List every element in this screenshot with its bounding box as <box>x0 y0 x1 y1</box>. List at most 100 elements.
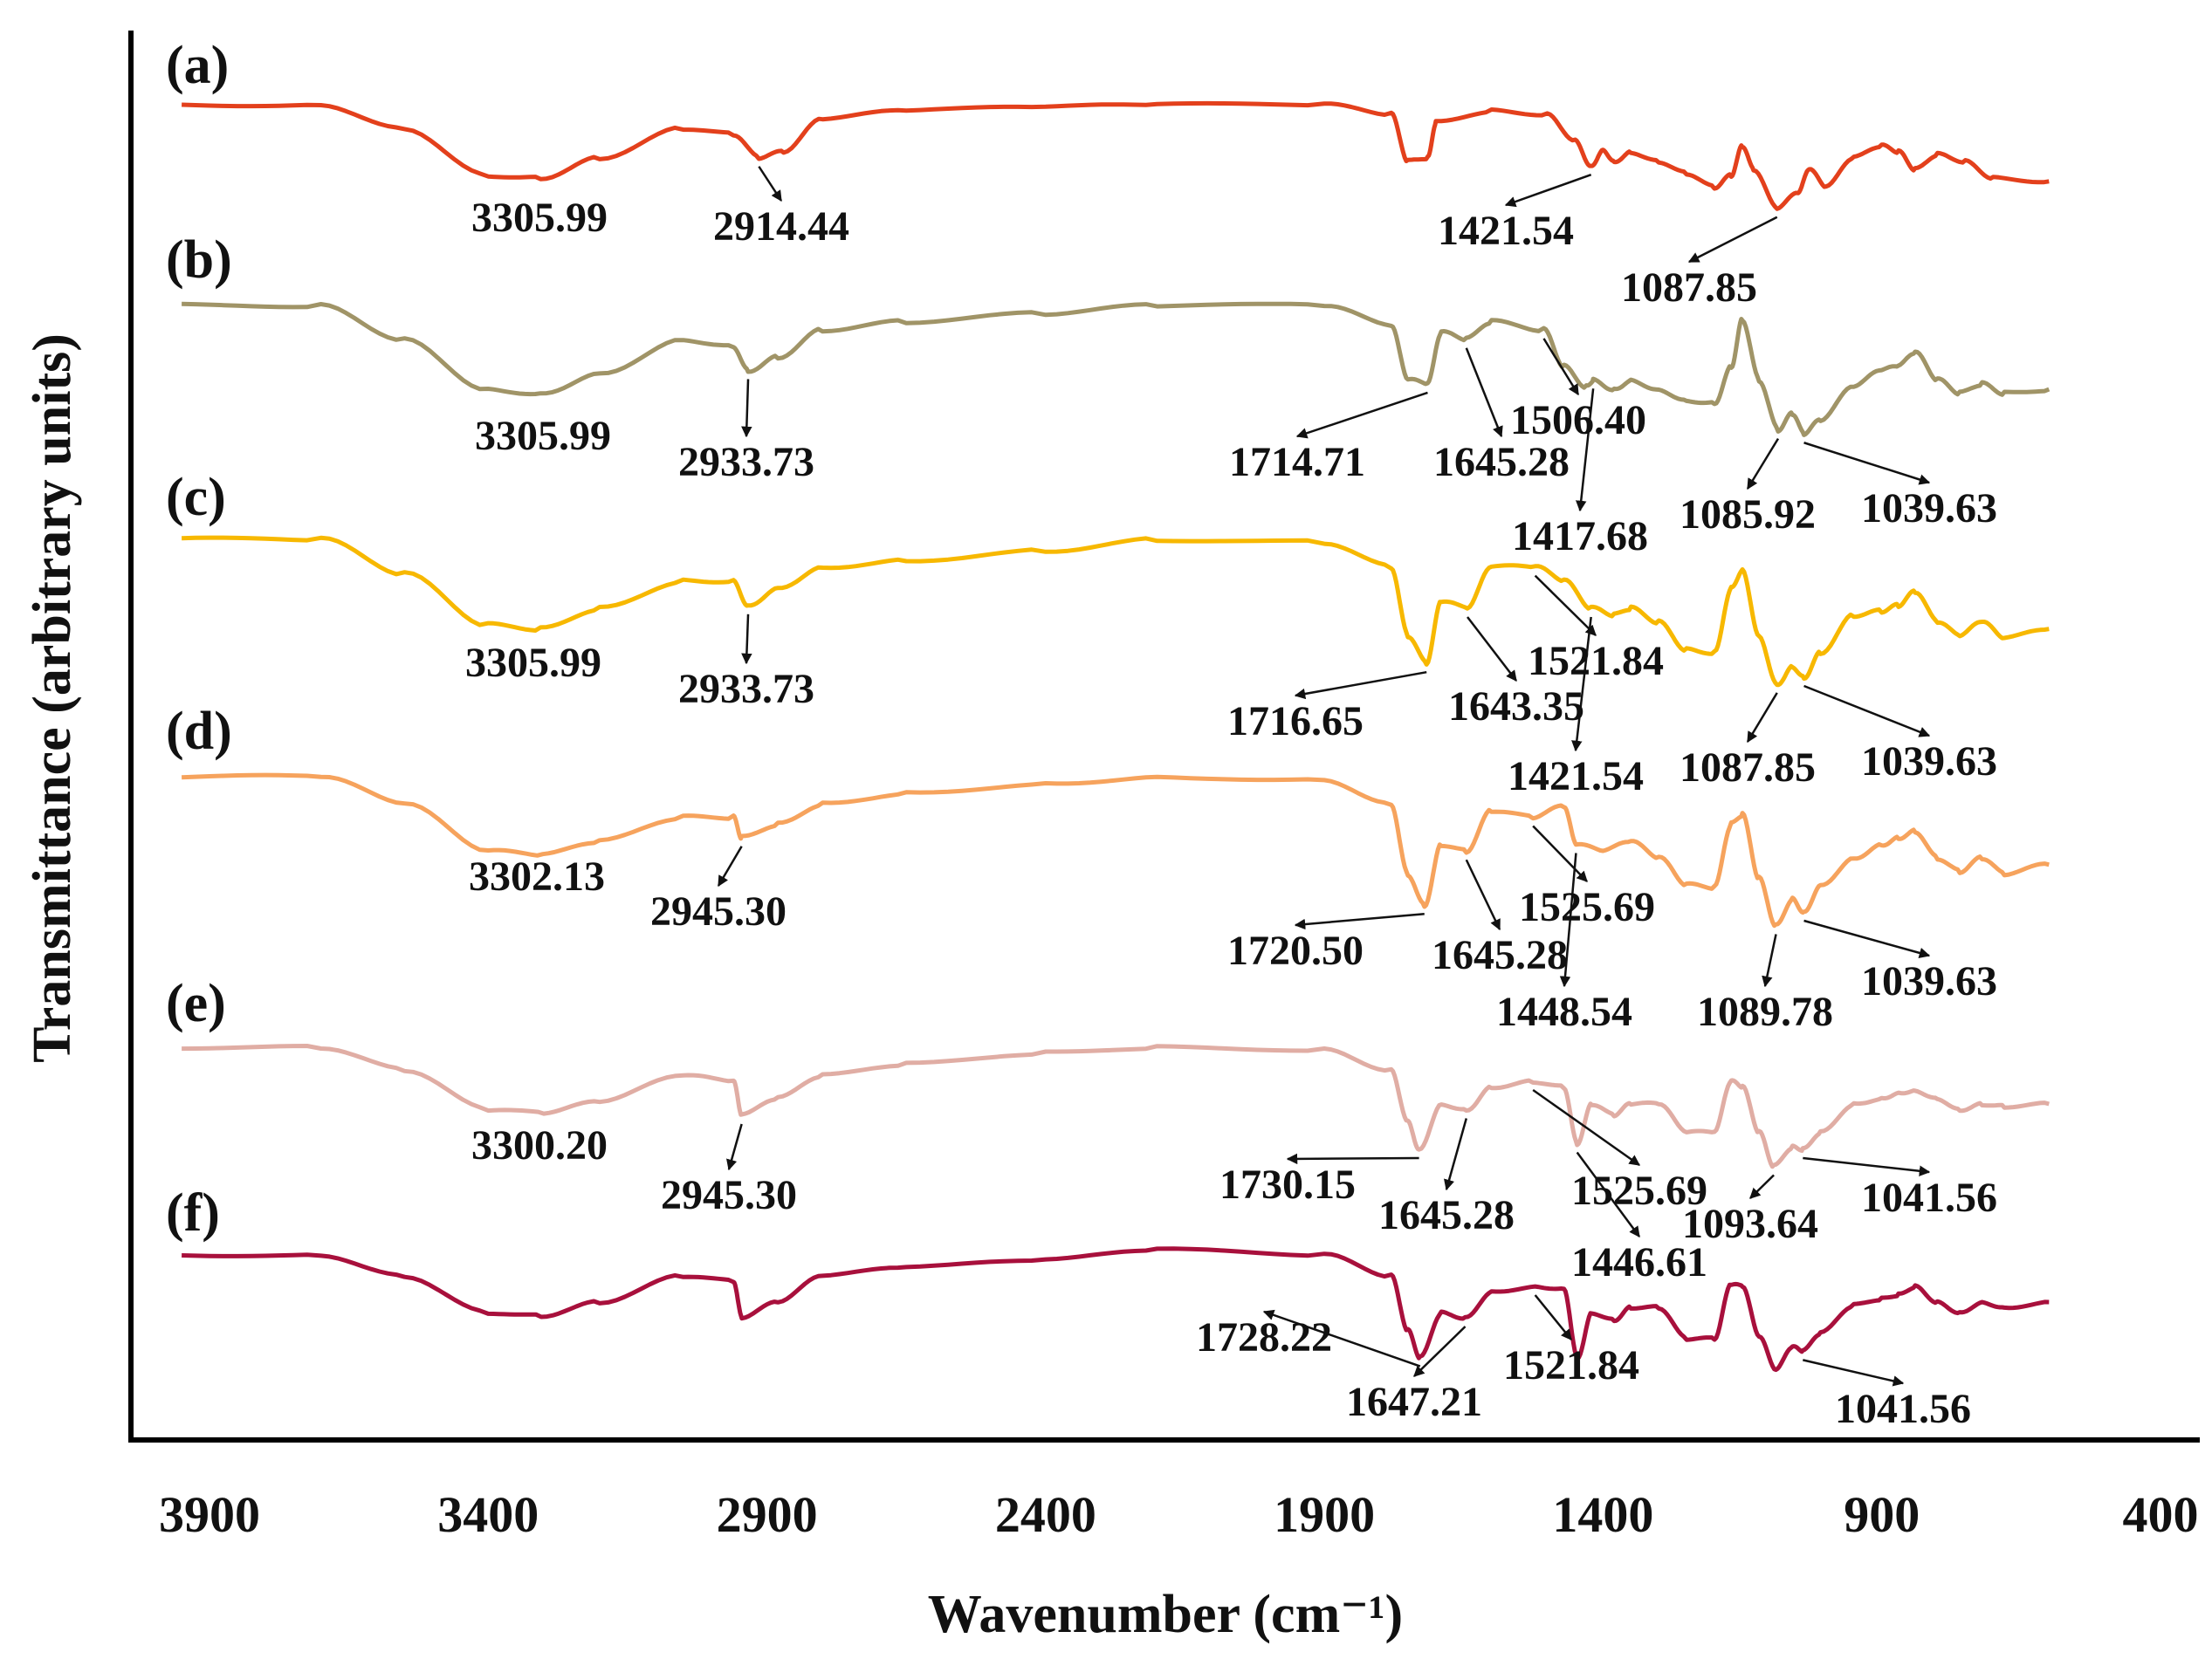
peak-label: 2933.73 <box>678 439 814 485</box>
series-layer: (a) (b) (c) (d) (e) (f) <box>166 36 2051 1373</box>
peak-label: 1041.56 <box>1835 1386 1971 1432</box>
peak-label: 1521.84 <box>1503 1342 1639 1388</box>
peak-label: 1039.63 <box>1861 958 1997 1004</box>
peak-arrow <box>1571 616 1592 752</box>
peak-arrow <box>1542 338 1580 396</box>
peak-arrow <box>1576 1151 1641 1238</box>
peak-label: 1728.22 <box>1196 1314 1332 1361</box>
spectrum-line <box>182 772 2050 929</box>
spectrum-line <box>182 1044 2050 1169</box>
x-tick-label: 900 <box>1844 1486 1920 1543</box>
peak-arrow <box>1803 919 1931 958</box>
peak-label: 2945.30 <box>650 888 787 935</box>
peak-label: 1506.40 <box>1510 397 1646 443</box>
peak-label: 2914.44 <box>713 203 849 250</box>
peak-arrow <box>1559 853 1577 988</box>
peak-label: 1421.54 <box>1438 208 1574 254</box>
spectrum-line <box>182 1246 2050 1373</box>
series-peak-annotations: 1728.22 1647.21 1521.84 1041.56 <box>1196 1294 1971 1432</box>
x-tick-label: 3400 <box>437 1486 539 1543</box>
spectrum-series: (a) <box>166 36 2050 211</box>
peak-label: 3305.99 <box>465 640 601 686</box>
peak-arrow <box>1803 442 1931 485</box>
peak-label: 1448.54 <box>1496 989 1632 1035</box>
peak-arrow <box>1803 1359 1905 1387</box>
peak-arrow <box>717 846 743 888</box>
peak-arrow <box>1294 913 1425 930</box>
peak-arrow <box>1467 616 1517 682</box>
peak-arrow <box>1746 437 1780 490</box>
peak-arrow <box>1687 216 1778 264</box>
peak-label: 1087.85 <box>1621 264 1757 311</box>
x-tick-label: 1900 <box>1274 1486 1375 1543</box>
peak-arrow <box>1534 574 1597 636</box>
peak-label: 1714.71 <box>1229 439 1365 485</box>
peak-arrow <box>1286 1153 1419 1165</box>
peak-label: 1085.92 <box>1680 491 1816 538</box>
series-label: (f) <box>166 1183 220 1243</box>
spectrum-series: (c) <box>166 468 2050 688</box>
peak-arrow <box>1575 388 1595 512</box>
peak-label: 1039.63 <box>1861 738 1997 785</box>
peak-label: 3305.99 <box>471 195 608 241</box>
peak-label: 1525.69 <box>1519 884 1655 930</box>
peak-label: 1093.64 <box>1682 1201 1818 1247</box>
peak-arrow <box>1532 825 1588 882</box>
peak-label: 1521.84 <box>1528 638 1664 684</box>
peak-arrow <box>1749 1174 1775 1199</box>
peak-label: 3300.20 <box>471 1122 608 1169</box>
spectrum-line <box>182 301 2051 437</box>
peak-label: 3302.13 <box>469 853 605 900</box>
peak-label: 1645.28 <box>1433 439 1570 485</box>
x-tick-label: 2400 <box>995 1486 1096 1543</box>
peak-label: 1041.56 <box>1861 1175 1997 1221</box>
series-peak-annotations: 3305.99 2914.44 1421.54 1087.85 <box>471 166 1778 311</box>
y-axis-title: Transmittance (arbitrary units) <box>23 333 82 1063</box>
peak-arrow <box>758 166 783 202</box>
peak-arrow <box>1413 1326 1467 1377</box>
x-tick-label: 400 <box>2123 1486 2199 1543</box>
peak-arrow <box>1534 1294 1572 1340</box>
x-tick-label: 2900 <box>717 1486 818 1543</box>
peak-arrow <box>1465 859 1501 931</box>
series-label: (d) <box>166 702 232 761</box>
peak-arrow <box>1465 347 1503 438</box>
series-label: (e) <box>166 974 226 1033</box>
peak-arrow <box>1504 174 1592 208</box>
x-axis-title: Wavenumber (cm⁻¹) <box>928 1585 1403 1644</box>
peak-label: 2933.73 <box>678 666 814 712</box>
spectrum-line <box>182 100 2050 211</box>
peak-label: 3305.99 <box>475 413 611 459</box>
peak-arrow <box>1262 1309 1421 1368</box>
series-label: (a) <box>166 36 229 95</box>
x-tick-label: 1400 <box>1552 1486 1653 1543</box>
peak-label: 1087.85 <box>1680 744 1816 791</box>
series-label: (c) <box>166 468 226 527</box>
spectrum-series: (f) <box>166 1183 2050 1373</box>
axes: 3900 3400 2900 2400 1900 1400 900 400 Wavenumber… <box>23 31 2200 1644</box>
peak-label: 1421.54 <box>1508 753 1644 799</box>
peak-arrow <box>726 1123 743 1171</box>
peak-arrow <box>741 614 752 665</box>
peak-label: 1645.28 <box>1378 1192 1515 1238</box>
x-tick-label: 3900 <box>159 1486 260 1543</box>
peak-annotations: 3305.99 2914.44 1421.54 1087.85 3305.99 2933.… <box>465 166 1997 1432</box>
peak-label: 1446.61 <box>1571 1239 1707 1285</box>
peak-arrow <box>1762 934 1777 988</box>
peak-arrow <box>1803 1156 1931 1176</box>
peak-label: 1716.65 <box>1227 698 1364 744</box>
peak-label: 1039.63 <box>1861 485 1997 531</box>
peak-arrow <box>741 379 752 438</box>
spectrum-line <box>182 535 2050 688</box>
peak-arrow <box>1532 1088 1641 1167</box>
peak-arrow <box>1803 684 1931 737</box>
peak-arrow <box>1444 1118 1468 1191</box>
peak-label: 1089.78 <box>1697 989 1833 1035</box>
series-label: (b) <box>166 230 232 290</box>
peak-label: 1730.15 <box>1219 1162 1356 1208</box>
peak-label: 1645.28 <box>1432 932 1568 978</box>
peak-arrow <box>1294 670 1427 700</box>
spectrum-series: (b) <box>166 230 2051 437</box>
